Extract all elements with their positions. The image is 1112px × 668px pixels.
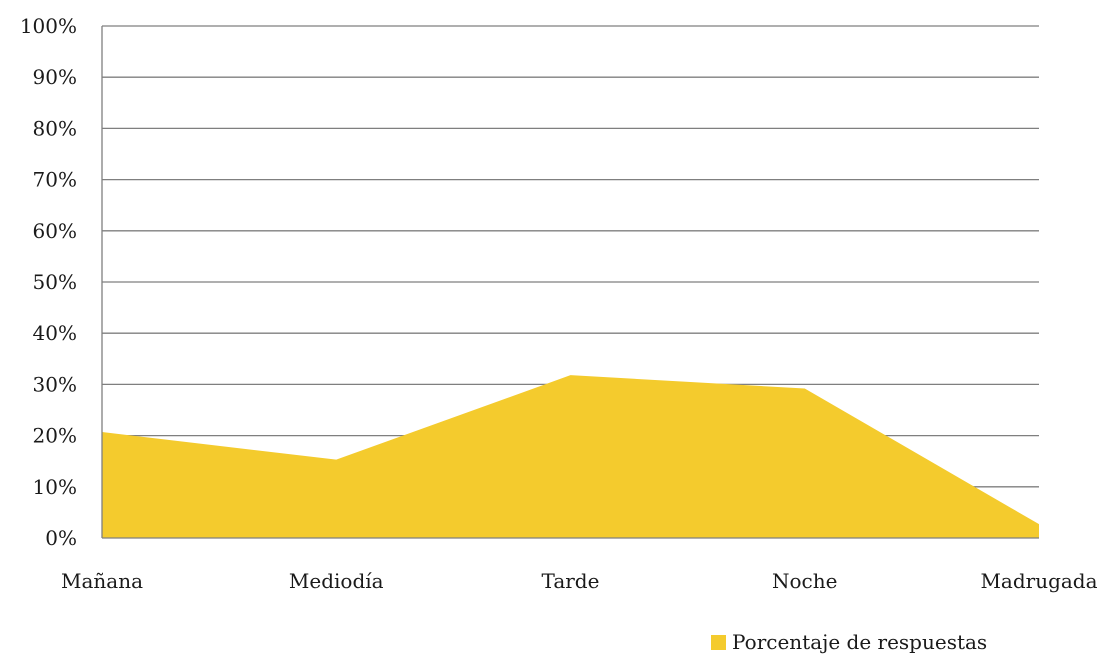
- y-tick-label: 50%: [33, 270, 77, 294]
- y-tick-labels: 0% 10% 20% 30% 40% 50% 60% 70% 80% 90% 100%: [20, 14, 77, 550]
- x-tick-label: Mañana: [61, 569, 143, 593]
- legend-swatch: [711, 634, 726, 650]
- y-tick-label: 10%: [33, 475, 77, 499]
- y-tick-label: 100%: [20, 14, 77, 38]
- y-tick-label: 70%: [33, 168, 77, 192]
- x-tick-label: Noche: [772, 569, 837, 593]
- legend-label: Porcentaje de respuestas: [732, 630, 988, 654]
- y-tick-label: 40%: [33, 321, 77, 345]
- series-area: [102, 375, 1039, 538]
- y-tick-label: 80%: [33, 116, 77, 140]
- y-tick-label: 20%: [33, 424, 77, 448]
- y-tick-label: 60%: [33, 219, 77, 243]
- x-tick-label: Tarde: [542, 569, 600, 593]
- x-tick-labels: Mañana Mediodía Tarde Noche Madrugada: [61, 569, 1098, 593]
- legend: Porcentaje de respuestas: [711, 630, 987, 654]
- x-tick-label: Mediodía: [289, 569, 384, 593]
- y-tick-label: 0%: [45, 526, 77, 550]
- axes: [101, 26, 1039, 539]
- x-tick-label: Madrugada: [980, 569, 1097, 593]
- series-area-layer: [102, 375, 1039, 538]
- y-tick-label: 90%: [33, 65, 77, 89]
- y-tick-label: 30%: [33, 372, 77, 396]
- gridlines: [102, 25, 1039, 488]
